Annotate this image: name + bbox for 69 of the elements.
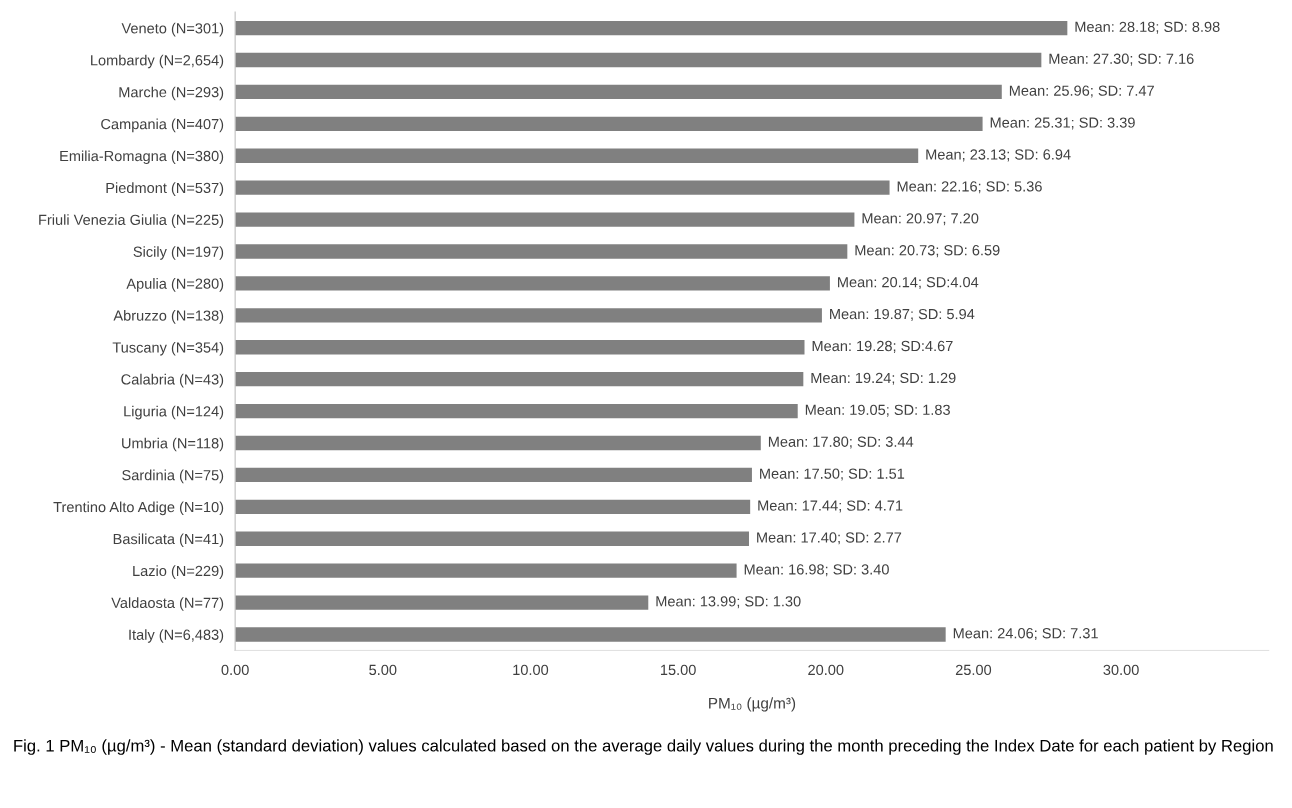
bar (235, 403, 798, 419)
x-tick-label: 10.00 (513, 664, 549, 676)
bar (235, 340, 805, 355)
bar (235, 148, 919, 163)
bar (235, 467, 752, 483)
x-tick-label: 5.00 (369, 664, 397, 676)
y-tick-label: Lombardy (N=2,654) (91, 54, 224, 69)
bar (235, 180, 890, 195)
bar (235, 84, 1002, 100)
y-tick-label: Valdaosta (N=77) (111, 597, 224, 611)
y-tick-label: Lazio (N=229) (133, 565, 224, 579)
caption: Fig. 1 PM₁₀ (µg/m³) - Mean (standard deviation) values calculated based on the average daily values during the month preceding the Index Date for each patient by Region (14, 739, 1273, 755)
data-label: Mean: 17.40; SD: 2.77 (757, 532, 902, 545)
data-label: Mean: 20.73; SD: 6.59 (855, 245, 1000, 258)
bar (235, 371, 804, 387)
bar (235, 276, 830, 291)
bar (235, 627, 946, 642)
data-label: Mean: 19.28; SD:4.67 (812, 340, 953, 353)
y-tick-label: Sicily (N=197) (133, 246, 224, 260)
bar (235, 308, 822, 323)
y-tick-label: Piedmont (N=537) (106, 182, 224, 196)
bar (235, 531, 749, 546)
bar (235, 212, 855, 227)
y-tick-label: Umbria (N=118) (122, 437, 224, 452)
x-tick-label: 15.00 (660, 664, 696, 676)
y-tick-label: Liguria (N=124) (124, 405, 224, 420)
y-tick-label: Veneto (N=301) (121, 22, 224, 37)
data-label: Mean: 17.80; SD: 3.44 (768, 436, 914, 449)
y-tick-label: Calabria (N=43) (121, 373, 224, 388)
data-label: Mean: 25.31; SD: 3.39 (990, 117, 1135, 130)
bar (235, 595, 649, 610)
data-label: Mean; 23.13; SD: 6.94 (926, 149, 1071, 162)
bar (235, 563, 737, 578)
data-label: Mean: 17.50; SD: 1.51 (760, 468, 905, 481)
data-label: Mean: 13.99; SD: 1.30 (656, 596, 801, 609)
data-label: Mean: 20.97; 7.20 (862, 213, 979, 226)
x-tick-label: 0.00 (221, 664, 249, 676)
x-tick-label: 25.00 (955, 664, 992, 676)
bar (235, 435, 761, 451)
data-label: Mean: 20.14; SD:4.04 (838, 276, 979, 290)
data-label: Mean: 16.98; SD: 3.40 (744, 564, 889, 577)
y-tick-label: Apulia (N=280) (126, 278, 224, 292)
data-label: Mean: 19.05; SD: 1.83 (805, 404, 950, 417)
data-label: Mean: 19.24; SD: 1.29 (811, 372, 956, 385)
y-tick-label: Basilicata (N=41) (113, 533, 224, 548)
bar (235, 116, 983, 132)
data-label: Mean: 27.30; SD: 7.16 (1049, 53, 1194, 66)
data-label: Mean: 25.96; SD: 7.47 (1009, 85, 1154, 98)
data-label: Mean: 24.06; SD: 7.31 (953, 628, 1098, 641)
bar (235, 20, 1068, 36)
y-tick-label: Abruzzo (N=138) (113, 310, 224, 324)
data-label: Mean: 17.44; SD: 4.71 (758, 500, 903, 513)
data-label: Mean: 19.87; SD: 5.94 (830, 308, 975, 321)
x-axis-title: PM₁₀ (µg/m³) (709, 697, 796, 712)
y-tick-label: Emilia-Romagna (N=380) (60, 150, 224, 165)
bar (235, 52, 1042, 68)
data-label: Mean: 22.16; SD: 5.36 (897, 181, 1042, 194)
y-tick-label: Tuscany (N=354) (112, 341, 224, 356)
bar (235, 499, 751, 514)
y-tick-label: Sardinia (N=75) (122, 469, 224, 484)
y-tick-label: Trentino Alto Adige (N=10) (53, 501, 224, 516)
y-tick-label: Marche (N=293) (119, 86, 224, 101)
x-tick-label: 20.00 (808, 664, 844, 676)
y-tick-label: Friuli Venezia Giulia (N=225) (39, 214, 224, 228)
y-tick-label: Campania (N=407) (101, 118, 224, 133)
bar (235, 244, 848, 259)
data-label: Mean: 28.18; SD: 8.98 (1075, 21, 1220, 34)
y-tick-label: Italy (N=6,483) (129, 629, 224, 643)
x-tick-label: 30.00 (1103, 664, 1139, 676)
